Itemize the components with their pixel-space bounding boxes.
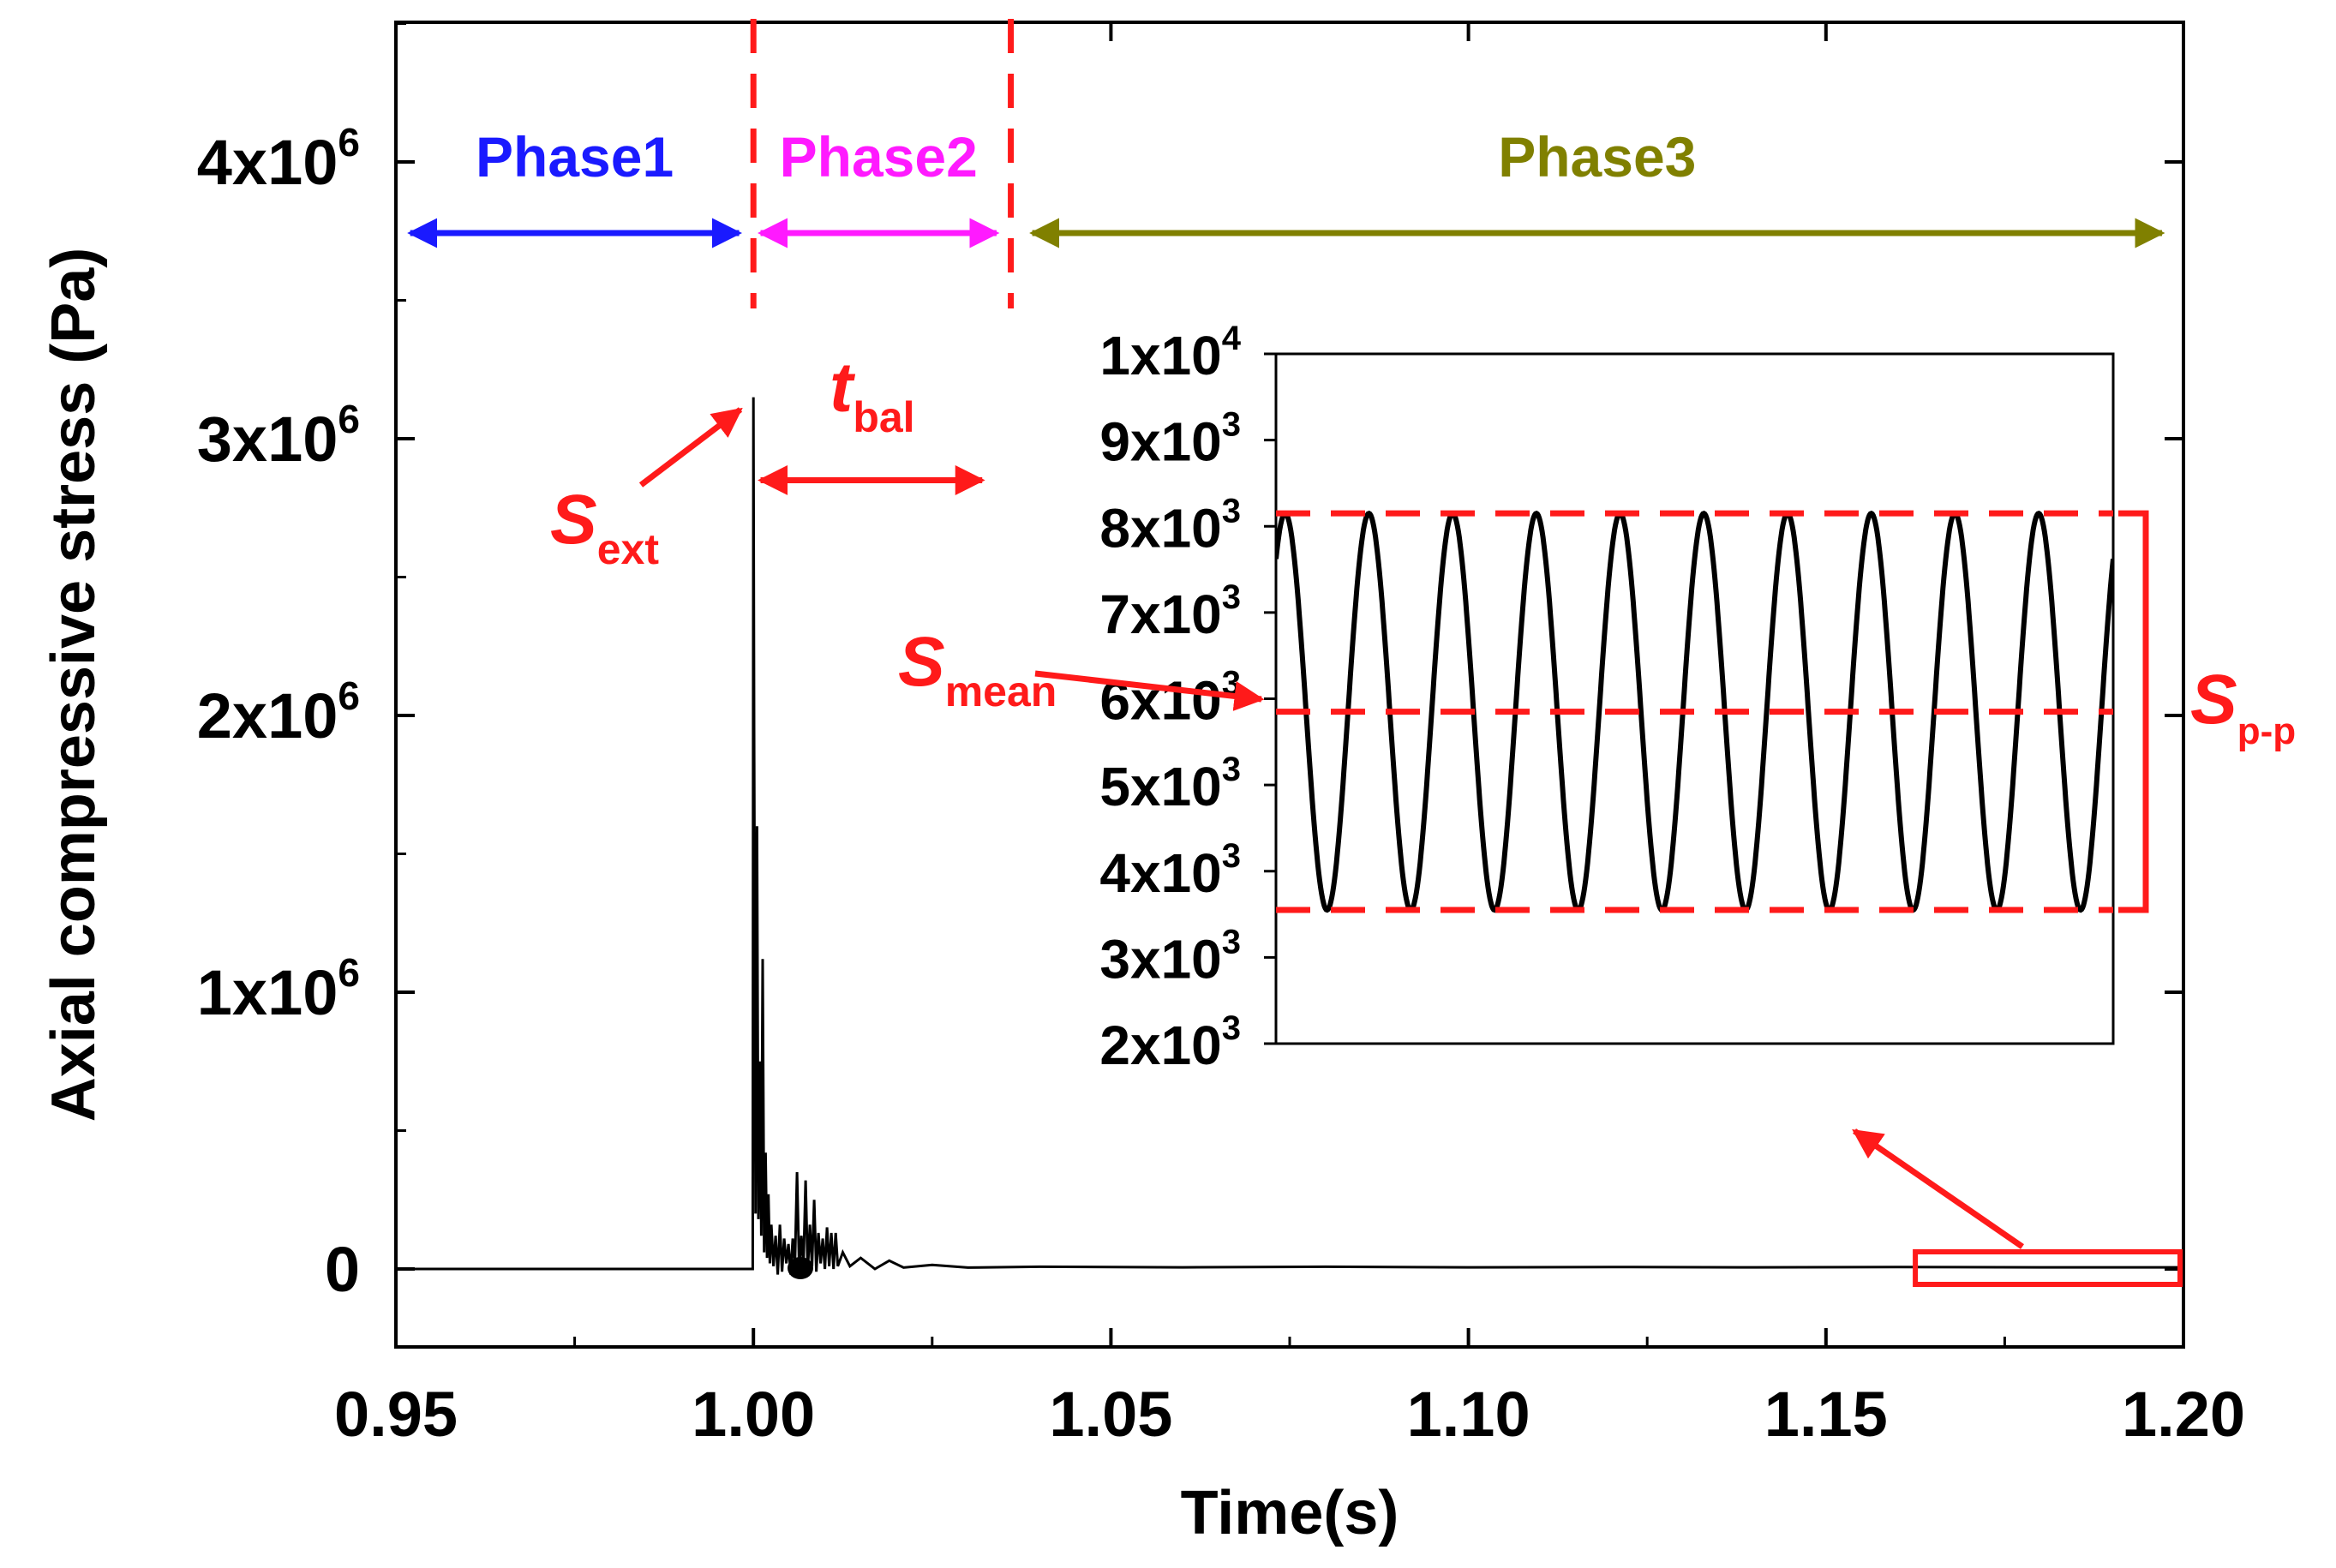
- x-tick-label: 1.10: [1407, 1379, 1530, 1450]
- stress-trace: [396, 397, 2183, 1275]
- y-axis-ticks: 0 1x106 2x106 3x106 4x106: [197, 22, 2183, 1305]
- phase2-label: Phase2: [780, 125, 978, 189]
- inset-y-tick-label: 3x103: [1099, 923, 1241, 990]
- s-ext-arrow: [638, 407, 743, 488]
- s-mean-arrow: [1034, 670, 1265, 711]
- s-mean-label: Smean: [898, 623, 1057, 715]
- inset-y-tick-label: 4x103: [1099, 837, 1241, 904]
- y-tick-label: 2x106: [197, 673, 360, 751]
- inset-y-tick-label: 5x103: [1099, 751, 1241, 817]
- x-tick-label: 1.15: [1764, 1379, 1888, 1450]
- t-bal-label: tbal: [830, 349, 915, 441]
- s-pp-bracket: [2118, 510, 2149, 913]
- inset-frame: [1274, 352, 2115, 1045]
- zoom-arrow: [1852, 1128, 2024, 1249]
- x-tick-label: 1.20: [2122, 1379, 2245, 1450]
- y-tick-label: 3x106: [197, 397, 360, 475]
- inset-oscillation-trace: [1276, 510, 2113, 913]
- inset-y-tick-label: 7x103: [1099, 578, 1241, 645]
- inset-y-tick-label: 8x103: [1099, 492, 1241, 559]
- x-axis-label: Time(s): [1181, 1479, 1399, 1547]
- zoom-region-box: [1913, 1249, 2183, 1287]
- y-tick-label: 4x106: [197, 120, 360, 198]
- trace-blob: [788, 1257, 813, 1279]
- inset-plot: 2x103 3x103 4x103 5x103 6x103 7x103 8x103 9x103…: [1099, 320, 2149, 1076]
- phase3-label: Phase3: [1498, 125, 1696, 189]
- x-tick-label: 0.95: [334, 1379, 458, 1450]
- x-tick-label: 1.05: [1049, 1379, 1172, 1450]
- phase1-label: Phase1: [476, 125, 674, 189]
- inset-y-tick-label: 1x104: [1099, 320, 1241, 386]
- y-tick-label: 0: [325, 1234, 360, 1305]
- x-axis-ticks: 0.95 1.00 1.05 1.10 1.15 1.20: [334, 22, 2245, 1450]
- inset-y-axis-ticks: 2x103 3x103 4x103 5x103 6x103 7x103 8x103 9x103…: [1099, 320, 1276, 1076]
- s-ext-label: Sext: [550, 481, 659, 573]
- y-tick-label: 1x106: [197, 950, 360, 1028]
- y-axis-label: Axial compressive stress (Pa): [39, 248, 108, 1122]
- s-pp-label: Sp-p: [2190, 661, 2296, 752]
- x-tick-label: 1.00: [692, 1379, 815, 1450]
- inset-y-tick-label: 9x103: [1099, 406, 1241, 473]
- inset-y-tick-label: 2x103: [1099, 1009, 1241, 1076]
- inset-y-tick-label: 6x103: [1099, 665, 1241, 732]
